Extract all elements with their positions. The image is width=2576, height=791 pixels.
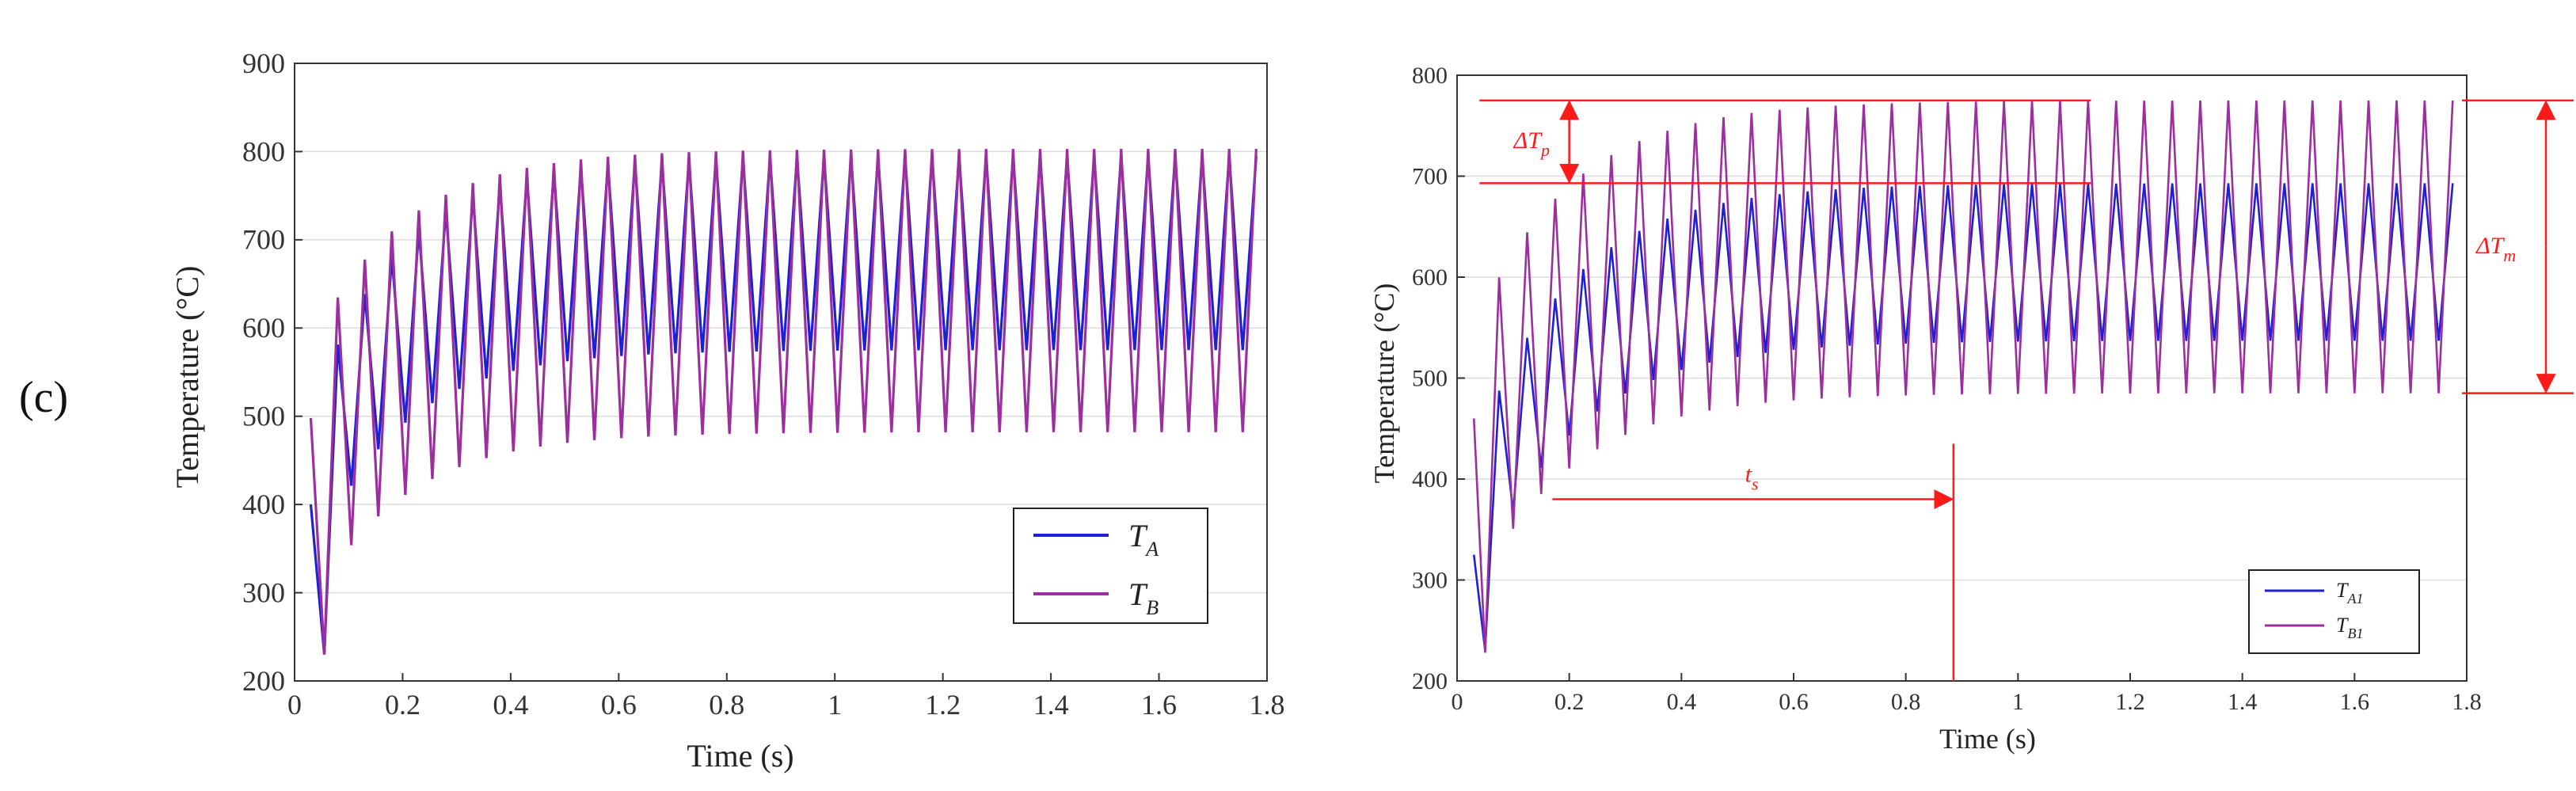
left-axes: 200 300 400 500 600 700 800 900 0 0.2 0.4 0.6 0.8 1 1.… (242, 48, 1285, 721)
x-tick-label: 0.4 (1667, 689, 1697, 715)
right-legend-box (2248, 569, 2420, 654)
y-tick-label: 300 (1412, 567, 1448, 593)
left-legend-ta-label: TA (1128, 518, 1159, 561)
right-legend-ta1-label: TA1 (2336, 579, 2363, 607)
plot-frame (294, 63, 1268, 682)
x-tick-label: 0 (1452, 689, 1463, 715)
y-tick-label: 500 (1412, 365, 1448, 391)
x-tick-label: 0.8 (1891, 689, 1921, 715)
x-tick-label: 1.2 (925, 689, 961, 721)
series-line-tb (309, 149, 1258, 655)
left-legend-tb-label: TB (1128, 576, 1159, 619)
x-tick-label: 1.6 (1141, 689, 1177, 721)
delta-tm-label: ΔTm (2475, 233, 2516, 265)
x-tick-label: 0.6 (1779, 689, 1809, 715)
x-tick-label: 0.2 (385, 689, 420, 721)
x-tick-label: 1.4 (1033, 689, 1069, 721)
right-y-axis-label: Temperature (°C) (1368, 283, 1400, 484)
y-tick-label: 800 (1412, 63, 1448, 89)
chart-left: 200 300 400 500 600 700 800 900 0 0.2 0.4 0.6 0.8 1 1.… (169, 48, 1285, 774)
y-tick-label: 200 (1412, 668, 1448, 694)
left-legend: TA TB (1013, 508, 1208, 624)
series-line-tb1 (1472, 100, 2454, 653)
y-tick-label: 700 (1412, 163, 1448, 189)
left-y-axis-label: Temperature (°C) (169, 266, 205, 489)
series-line-ta1 (1472, 183, 2454, 651)
x-tick-label: 0.4 (493, 689, 528, 721)
chart-right: 200 300 400 500 600 700 800 0 0.2 0.4 0.6 0.8 1 1.2 1.… (1368, 63, 2574, 755)
right-axes: 200 300 400 500 600 700 800 0 0.2 0.4 0.6 0.8 1 1.2 1.… (1412, 63, 2482, 715)
y-tick-label: 700 (242, 224, 285, 256)
y-tick-label: 400 (1412, 466, 1448, 492)
right-legend-tb1-label: TB1 (2336, 614, 2363, 641)
x-tick-label: 1.8 (1250, 689, 1285, 721)
left-x-axis-label: Time (s) (687, 738, 793, 774)
x-tick-label: 1.4 (2228, 689, 2258, 715)
y-tick-label: 600 (242, 312, 285, 344)
y-tick-label: 800 (242, 135, 285, 167)
right-series (1472, 100, 2454, 653)
y-tick-label: 500 (242, 401, 285, 432)
x-tick-label: 0.8 (709, 689, 744, 721)
x-tick-label: 1.8 (2452, 689, 2482, 715)
x-tick-label: 0.2 (1554, 689, 1585, 715)
ts-label: ts (1745, 462, 1759, 494)
x-tick-label: 1 (2012, 689, 2024, 715)
left-series (309, 149, 1258, 655)
x-tick-label: 0 (287, 689, 302, 721)
y-tick-label: 400 (242, 489, 285, 520)
y-tick-label: 200 (242, 665, 285, 697)
delta-tp-label: ΔTp (1513, 127, 1550, 160)
left-legend-box (1013, 508, 1208, 624)
right-annotations: ΔTp ΔTm ts (1479, 99, 2574, 681)
y-tick-label: 600 (1412, 264, 1448, 291)
x-tick-label: 0.6 (601, 689, 637, 721)
x-tick-label: 1.6 (2340, 689, 2370, 715)
x-tick-label: 1.2 (2115, 689, 2145, 715)
panel-label: (c) (19, 373, 69, 422)
x-tick-label: 1 (828, 689, 842, 721)
right-legend: TA1 TB1 (2248, 569, 2420, 654)
right-x-axis-label: Time (s) (1939, 723, 2036, 755)
y-tick-label: 300 (242, 576, 285, 608)
y-tick-label: 900 (242, 48, 285, 79)
